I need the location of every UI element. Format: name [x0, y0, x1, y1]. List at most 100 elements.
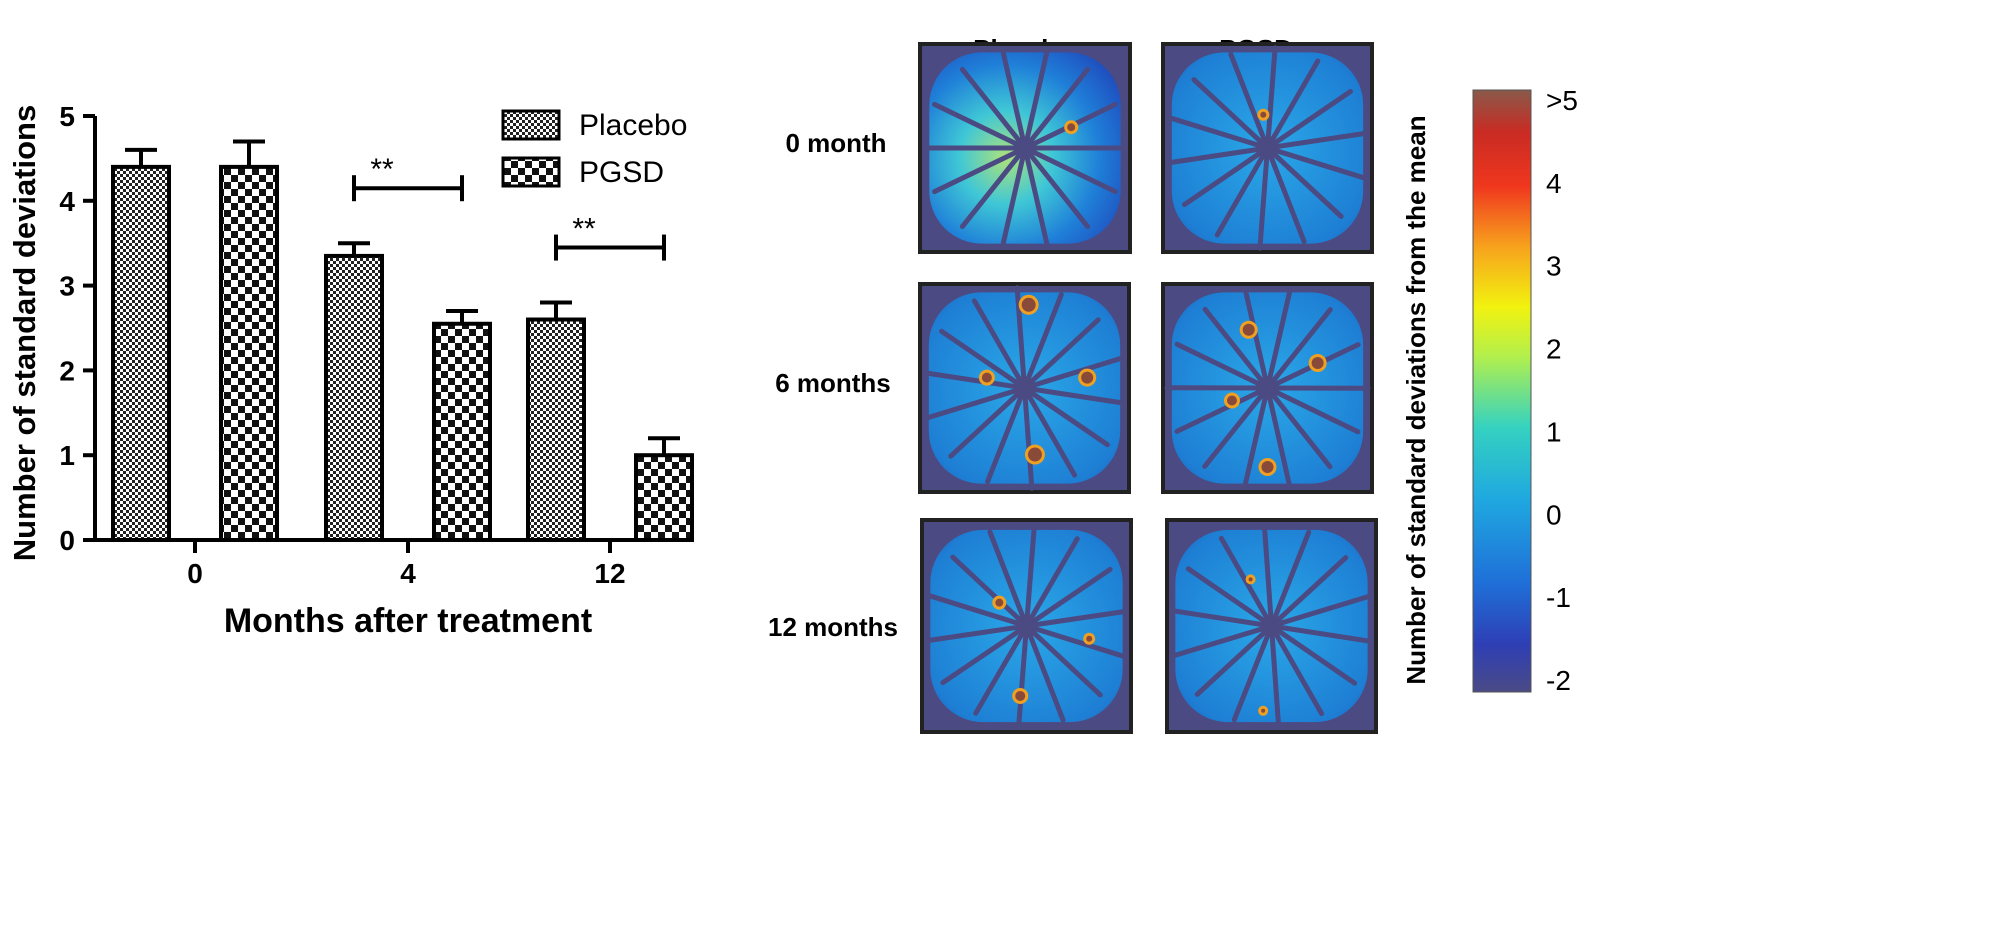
vessel-line — [1172, 623, 1274, 658]
hotspot — [1086, 635, 1093, 642]
vessel-line — [1022, 145, 1050, 249]
vessel-line — [1022, 292, 1064, 391]
y-tick-label: 0 — [59, 525, 75, 556]
vessel-line — [1174, 385, 1270, 434]
vessel-line — [1194, 623, 1274, 697]
vessel-line — [985, 385, 1027, 484]
y-tick-label: 3 — [59, 271, 75, 302]
vessel-line — [1265, 385, 1333, 470]
vessel-line — [1269, 555, 1349, 629]
hotspot — [1261, 708, 1266, 713]
hotspot — [995, 598, 1004, 607]
vessel-line — [931, 145, 1028, 195]
vessel-line — [1000, 47, 1028, 151]
vessel-line — [1214, 145, 1270, 238]
vessel-line — [939, 328, 1027, 391]
vessel-line — [1218, 535, 1274, 629]
legend-swatch-placebo — [501, 109, 561, 141]
bar-series — [111, 164, 694, 543]
bar-pgsd-4 — [432, 321, 492, 543]
x-ticks: 0 4 12 — [187, 540, 626, 589]
vessel-line — [1265, 88, 1354, 151]
hotspot — [1067, 123, 1076, 132]
colorbar: >5 4 3 2 1 0 -1 -2 Number of standard deviation… — [1401, 85, 1578, 696]
heatmap-panels — [918, 42, 1378, 734]
row-label-6-months: 6 months — [775, 368, 891, 398]
vessel-line — [1269, 529, 1312, 629]
hotspot — [1015, 690, 1026, 701]
vessel-line — [1265, 145, 1366, 181]
colorbar-tick-label: 2 — [1546, 334, 1562, 365]
vessel-line — [1261, 522, 1274, 629]
heatmap-panel — [1161, 42, 1374, 254]
vessel-line — [1185, 566, 1274, 629]
vessel-line — [1014, 285, 1027, 391]
vessel-line — [931, 101, 1028, 151]
colorbar-tick-label: 1 — [1546, 416, 1562, 447]
x-tick-label: 12 — [594, 558, 625, 589]
vessel-line — [1181, 145, 1270, 208]
hotspot — [1311, 357, 1324, 370]
heatmap-panel — [1165, 518, 1378, 734]
legend-swatch-pgsd — [501, 156, 561, 188]
vessel-line — [1265, 58, 1321, 151]
y-tick-label: 4 — [59, 186, 75, 217]
vessel-line — [1265, 145, 1307, 245]
legend-label-placebo: Placebo — [579, 109, 687, 142]
hotspot — [1021, 297, 1036, 312]
vessel-line — [1265, 385, 1293, 489]
vessel-line — [1269, 623, 1325, 717]
vessel-line — [1022, 145, 1091, 230]
vessel-line — [925, 385, 1027, 420]
vessel-line — [971, 298, 1027, 391]
heatmap-panel — [920, 518, 1133, 734]
significance-brackets: ** ** — [352, 153, 666, 261]
legend: Placebo PGSD — [501, 109, 687, 189]
colorbar-tick-label: >5 — [1546, 85, 1578, 116]
vessel-line — [1228, 51, 1270, 151]
vessel-line — [948, 385, 1027, 459]
significance-label: ** — [370, 153, 394, 186]
hotspot — [1242, 323, 1255, 336]
vessel-line — [1269, 623, 1282, 730]
vessel-line — [950, 554, 1029, 629]
vessel-line — [1169, 608, 1274, 629]
vessel-line — [1242, 385, 1270, 489]
colorbar-ticks: >5 4 3 2 1 0 -1 -2 — [1546, 85, 1578, 696]
vessel-line — [1257, 145, 1270, 251]
vessel-line — [1024, 608, 1129, 629]
axes — [93, 116, 690, 542]
colorbar-gradient — [1472, 89, 1532, 693]
vessel-line — [1016, 623, 1029, 730]
vessel-line — [1024, 536, 1080, 629]
vessel-line — [1022, 385, 1127, 406]
bar-pgsd-0 — [219, 164, 279, 542]
vessel-line — [1022, 385, 1078, 478]
heatmap-panel — [1161, 282, 1374, 494]
vessel-line — [1269, 623, 1358, 686]
bar-placebo-12 — [526, 317, 586, 542]
vessel-line — [1231, 623, 1274, 723]
vessel-line — [1269, 623, 1374, 644]
colorbar-tick-label: -1 — [1546, 582, 1571, 613]
vessel-line — [1022, 385, 1110, 448]
heatmap-panel — [918, 282, 1131, 494]
hotspot — [1027, 447, 1042, 462]
hotspot — [1081, 371, 1094, 384]
vessel-line — [1022, 356, 1124, 391]
vessel-line — [1022, 145, 1119, 195]
vessel-line — [1022, 385, 1035, 491]
vessel-line — [1022, 66, 1091, 151]
hotspot — [981, 372, 992, 383]
y-tick-label: 1 — [59, 440, 75, 471]
vessel-line — [927, 593, 1029, 629]
vessel-line — [1265, 307, 1333, 391]
vessel-line — [1022, 47, 1050, 151]
y-axis-label: Number of standard deviations — [7, 105, 42, 561]
vessel-line — [1269, 594, 1371, 629]
vessel-line — [1024, 623, 1126, 659]
vessel-line — [959, 66, 1028, 151]
error-bars — [125, 139, 680, 456]
y-tick-label: 2 — [59, 355, 75, 386]
vessel-line — [1265, 130, 1370, 151]
